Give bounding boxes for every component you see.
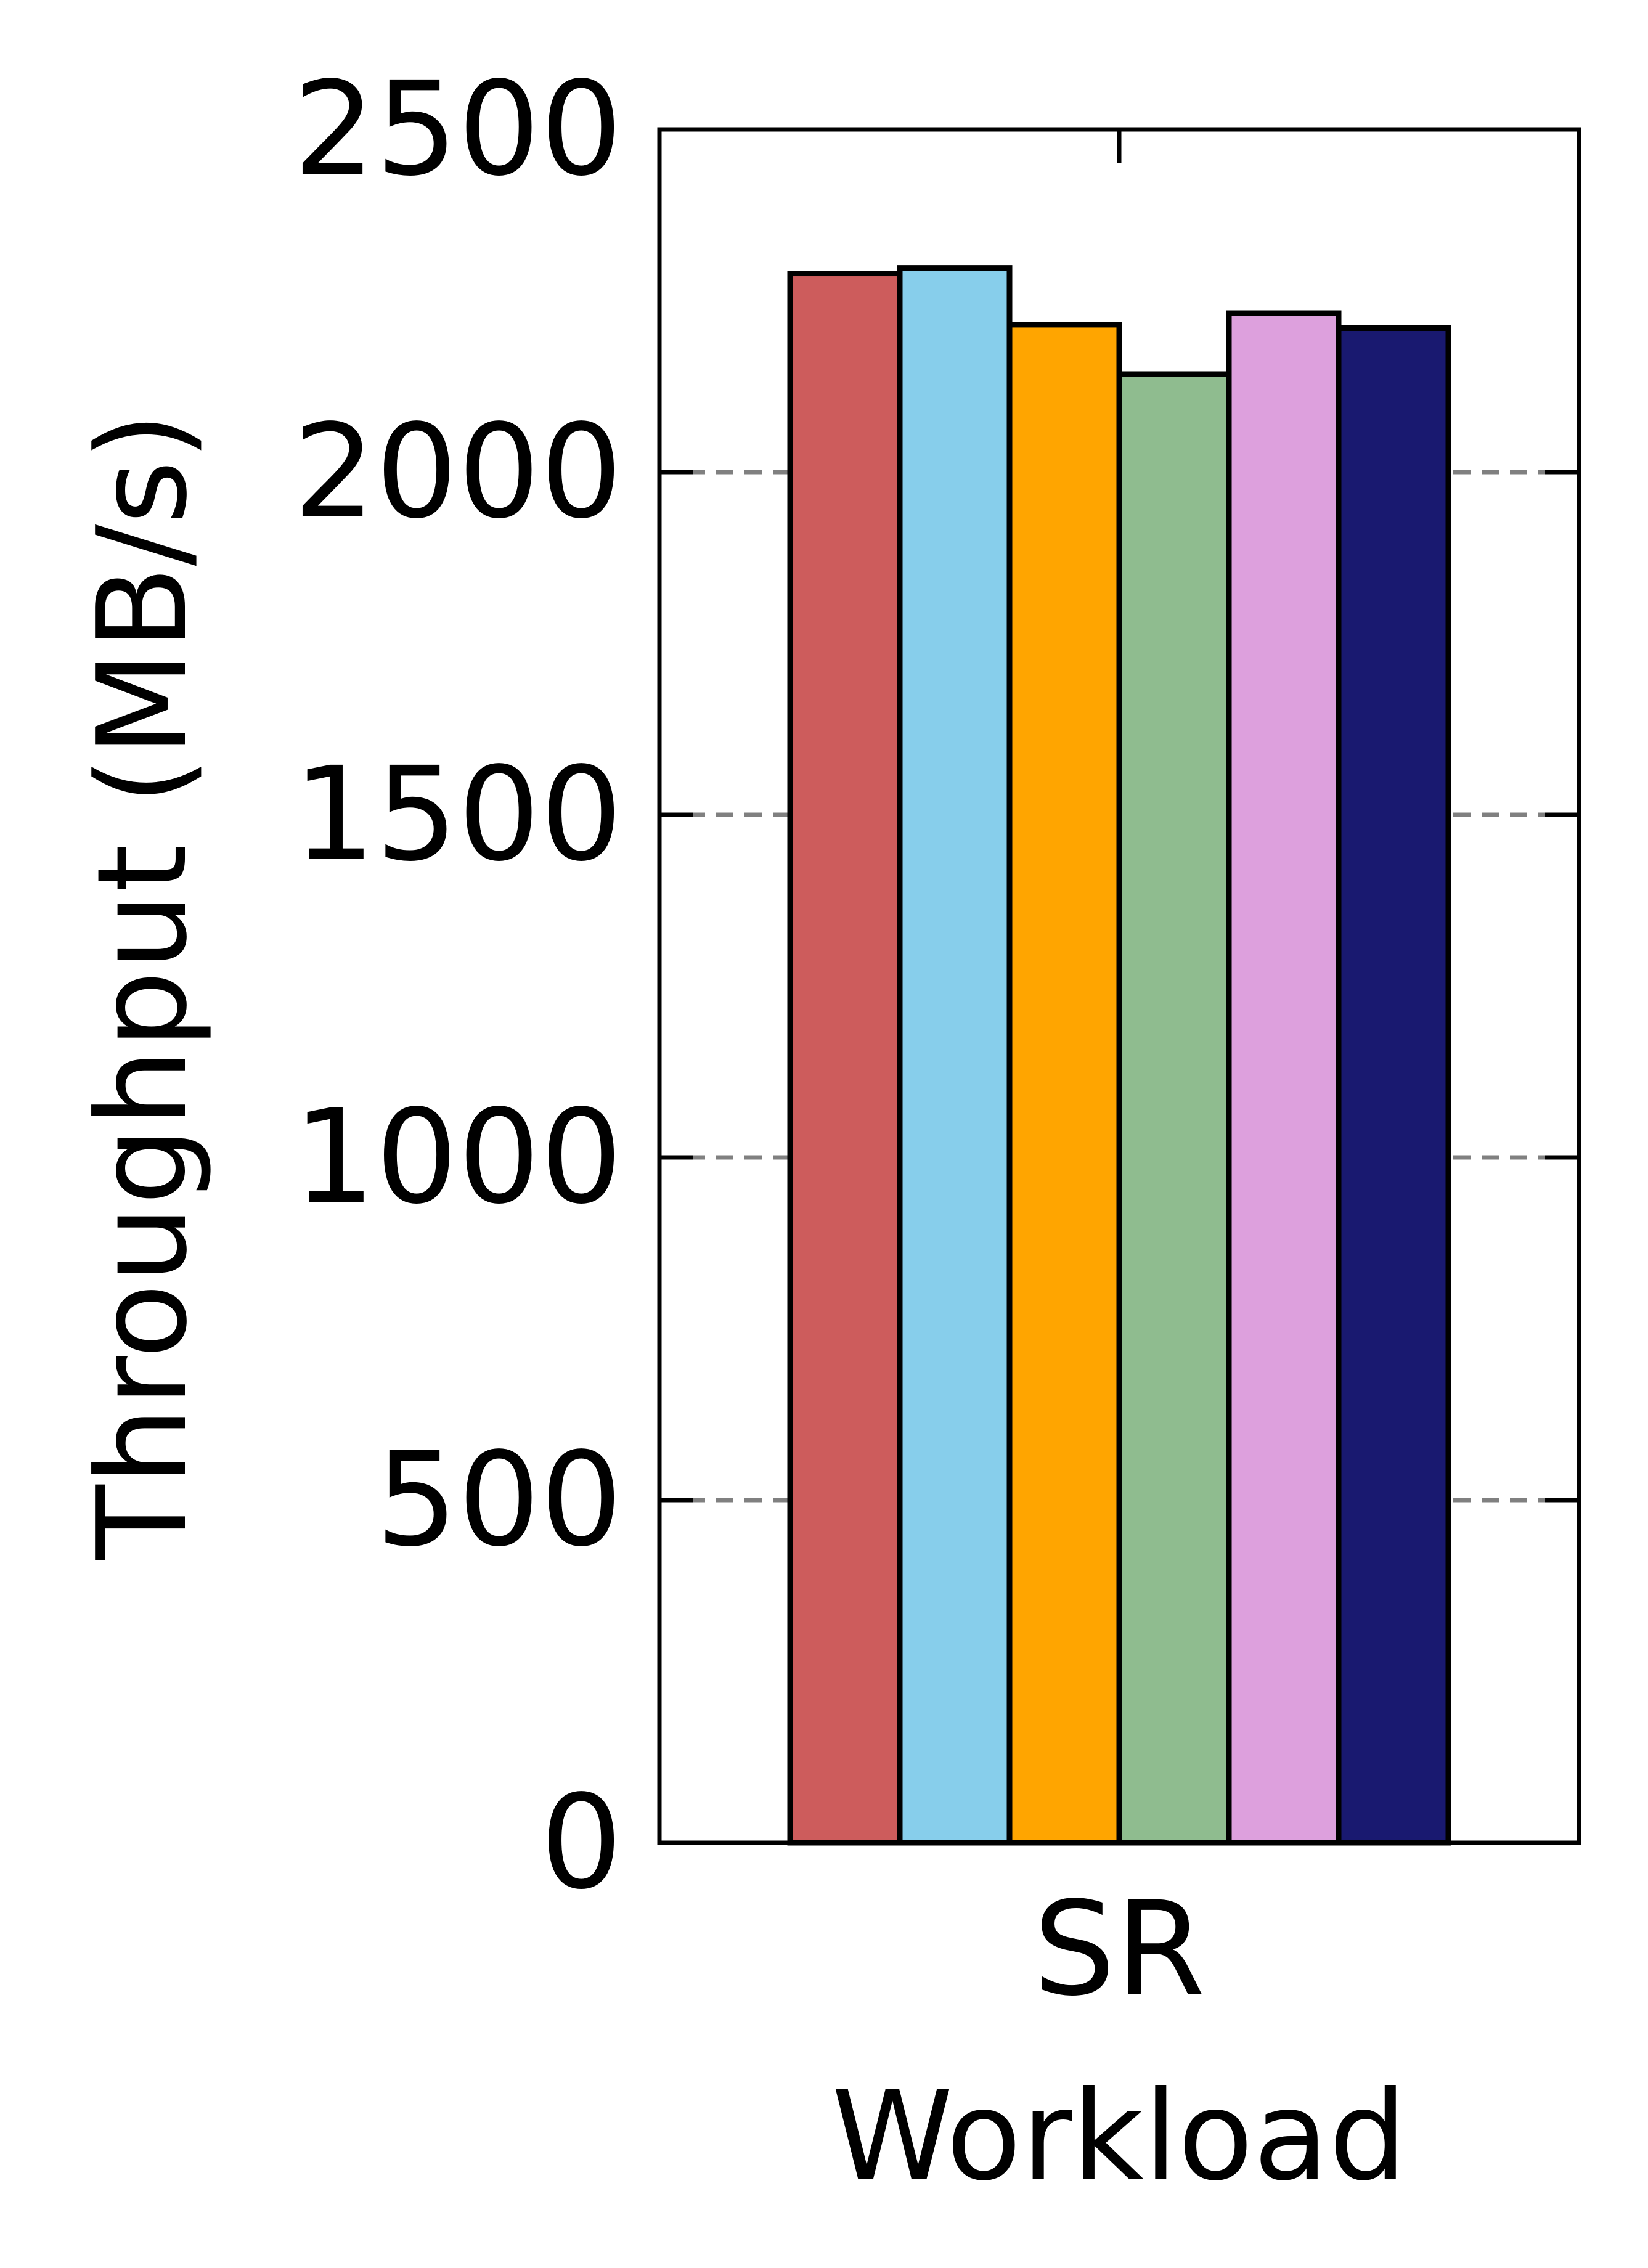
- y-tick-label: 500: [375, 1424, 622, 1575]
- y-tick-label: 2000: [293, 396, 622, 547]
- bars: [787, 265, 1451, 1846]
- y-axis-title: Throughput (MB/s): [71, 412, 214, 1561]
- y-tick-label: 2500: [293, 54, 622, 205]
- x-axis-title: Workload: [831, 2065, 1407, 2208]
- y-tick-label: 1000: [293, 1082, 622, 1233]
- bar: [1336, 325, 1451, 1846]
- y-tick-label: 0: [540, 1767, 622, 1918]
- bar: [787, 271, 903, 1846]
- bar: [1116, 371, 1232, 1846]
- bar: [1006, 322, 1122, 1846]
- bar: [1226, 310, 1342, 1846]
- tick-labels: 0 500 1000 1500 2000 2500 SR: [293, 54, 1205, 2025]
- bar: [897, 265, 1013, 1846]
- ticks: [659, 127, 1579, 1845]
- y-tick-label: 1500: [293, 739, 622, 890]
- x-tick-label: SR: [1033, 1874, 1205, 2025]
